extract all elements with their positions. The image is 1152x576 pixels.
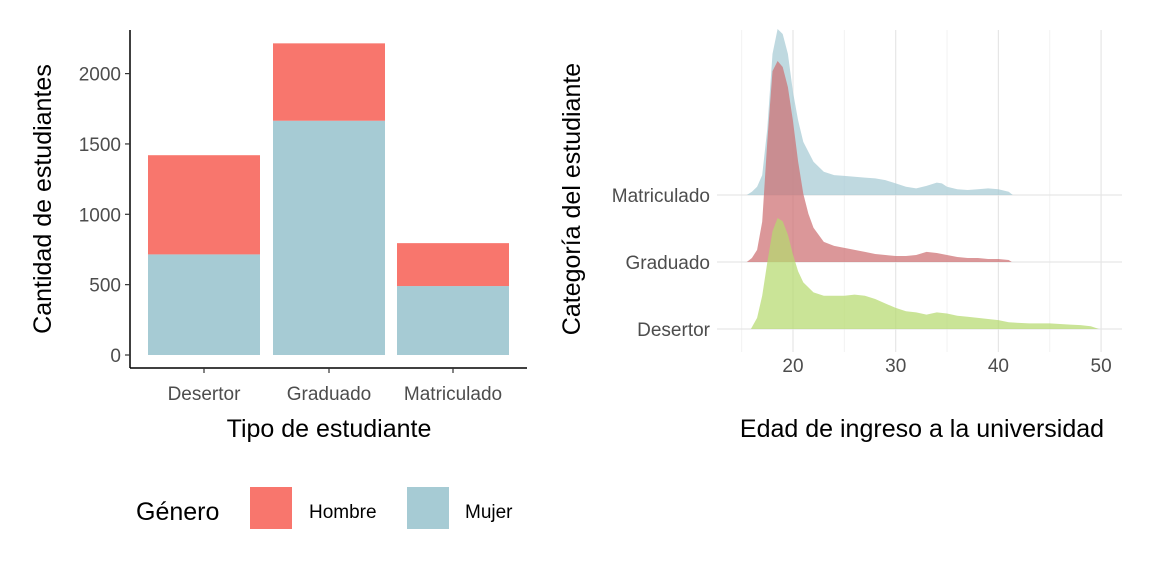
bar-y-tick-label: 2000 <box>79 65 121 86</box>
ridge-x-tick-label: 40 <box>988 356 1009 377</box>
ridge-x-tick-label: 50 <box>1091 356 1112 377</box>
ridgeline-chart-panel: Desertor Graduado Matriculado 20 30 40 50 Eda… <box>558 29 1122 443</box>
legend-title: Género <box>136 498 219 526</box>
ridge-y-tick-label: Desertor <box>637 320 711 341</box>
bar-y-tick-label: 500 <box>89 276 121 297</box>
ridge-y-tick-label: Matriculado <box>612 186 710 207</box>
ridgeline-x-axis-title: Edad de ingreso a la universidad <box>740 415 1104 443</box>
ridgeline-y-axis-title: Categoría del estudiante <box>558 63 586 335</box>
legend-label-mujer: Mujer <box>465 502 513 523</box>
bar-matriculado-hombre <box>397 243 509 287</box>
bar-matriculado-mujer <box>397 286 509 355</box>
bar-x-tick-label: Desertor <box>168 384 242 405</box>
bar-chart-y-axis-title: Cantidad de estudiantes <box>29 64 57 334</box>
bar-chart-panel: 0 500 1000 1500 2000 Desertor Graduado Matricu… <box>29 30 527 443</box>
legend-swatch-mujer <box>407 487 449 529</box>
ridgeline-x-ticks: 20 30 40 50 <box>782 356 1111 377</box>
bar-desertor-hombre <box>148 155 260 255</box>
density-desertor <box>750 218 1099 329</box>
bar-desertor-mujer <box>148 254 260 355</box>
bar-chart-bars <box>148 43 509 355</box>
legend-label-hombre: Hombre <box>309 502 377 523</box>
legend-swatch-hombre <box>250 487 292 529</box>
ridgeline-y-ticks: Desertor Graduado Matriculado <box>612 186 711 341</box>
bar-chart-y-ticks: 0 500 1000 1500 2000 <box>79 65 130 367</box>
ridgeline-densities <box>746 29 1099 329</box>
bar-chart-x-axis-title: Tipo de estudiante <box>227 415 432 443</box>
ridge-x-tick-label: 20 <box>782 356 803 377</box>
bar-y-tick-label: 0 <box>110 346 121 367</box>
bar-graduado-mujer <box>273 120 385 355</box>
bar-graduado-hombre <box>273 43 385 121</box>
legend: Género Hombre Mujer <box>136 487 513 529</box>
bar-y-tick-label: 1500 <box>79 135 121 156</box>
bar-chart-x-ticks: Desertor Graduado Matriculado <box>168 368 502 405</box>
ridge-x-tick-label: 30 <box>885 356 906 377</box>
bar-x-tick-label: Matriculado <box>404 384 502 405</box>
ridge-y-tick-label: Graduado <box>625 253 710 274</box>
bar-x-tick-label: Graduado <box>287 384 372 405</box>
bar-y-tick-label: 1000 <box>79 205 121 226</box>
